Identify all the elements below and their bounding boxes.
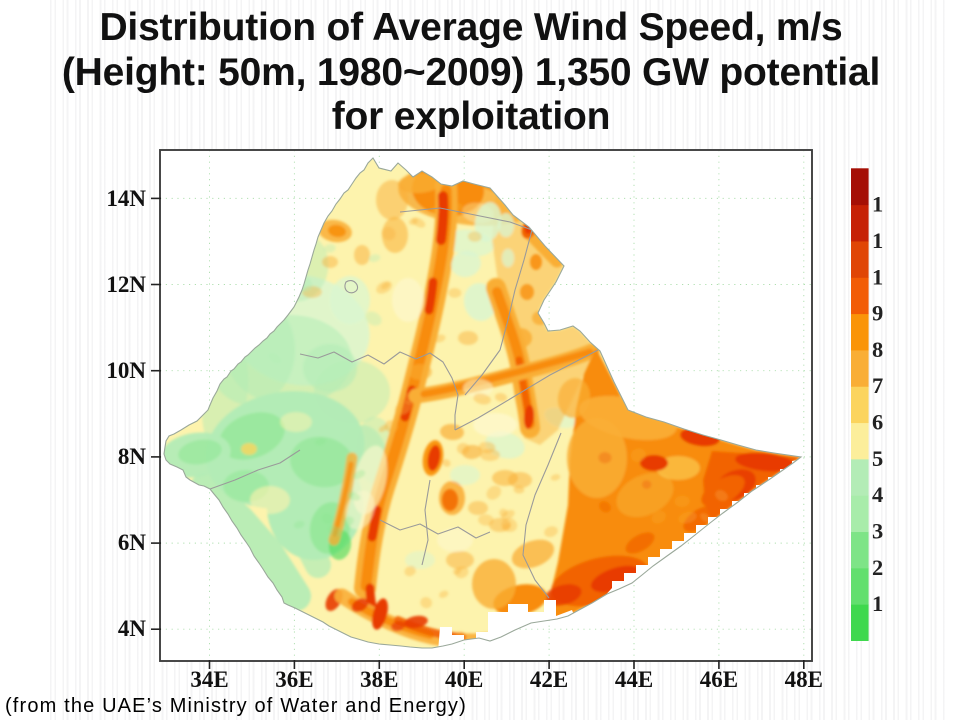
svg-text:36E: 36E [275, 667, 313, 692]
svg-text:38E: 38E [360, 667, 398, 692]
svg-text:14N: 14N [106, 186, 146, 211]
svg-text:1: 1 [872, 192, 883, 217]
svg-text:34E: 34E [190, 667, 228, 692]
svg-text:10N: 10N [106, 358, 146, 383]
svg-text:3: 3 [872, 519, 883, 544]
svg-text:6N: 6N [118, 530, 147, 555]
svg-text:42E: 42E [530, 667, 568, 692]
svg-text:8: 8 [872, 337, 883, 362]
svg-text:4: 4 [872, 482, 883, 507]
svg-text:12N: 12N [106, 272, 146, 297]
svg-text:7: 7 [872, 373, 883, 398]
svg-text:1: 1 [872, 591, 883, 616]
svg-text:5: 5 [872, 446, 883, 471]
svg-text:2: 2 [872, 555, 883, 580]
svg-text:46E: 46E [700, 667, 738, 692]
svg-text:48E: 48E [785, 667, 823, 692]
svg-text:9: 9 [872, 301, 883, 326]
svg-text:1: 1 [872, 264, 883, 289]
svg-text:6: 6 [872, 410, 883, 435]
svg-text:44E: 44E [615, 667, 653, 692]
svg-text:1: 1 [872, 228, 883, 253]
svg-text:40E: 40E [445, 667, 483, 692]
svg-text:8N: 8N [118, 444, 147, 469]
svg-text:4N: 4N [118, 616, 147, 641]
